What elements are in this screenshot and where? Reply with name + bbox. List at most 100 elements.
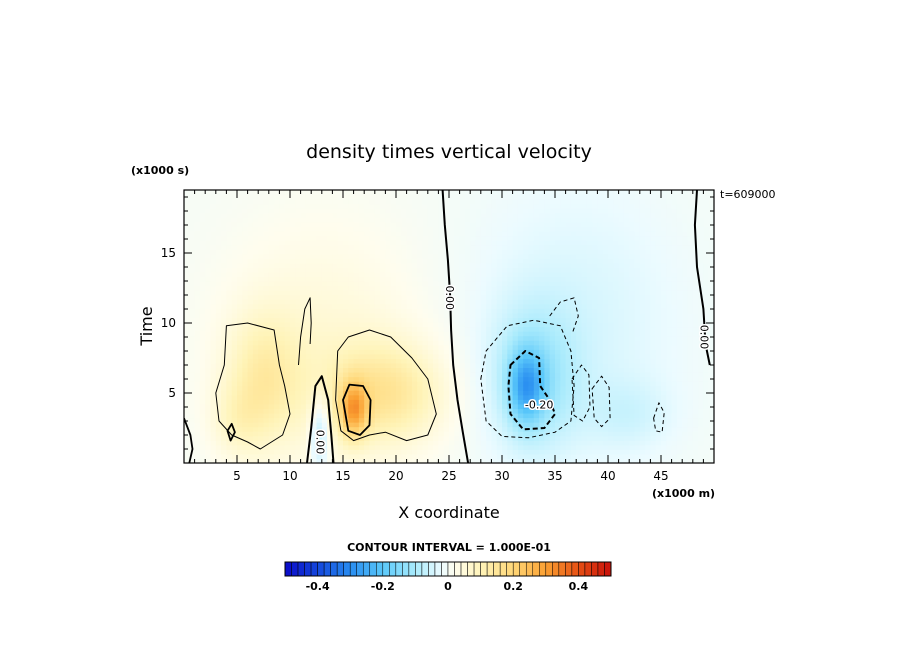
heatmap-cell (221, 385, 227, 391)
heatmap-cell (231, 381, 238, 387)
heatmap-cell (258, 435, 265, 441)
heatmap-cell (475, 408, 482, 414)
heatmap-cell (369, 240, 376, 246)
heatmap-cell (295, 190, 302, 196)
heatmap-cell (602, 340, 609, 346)
heatmap-cell (470, 290, 477, 296)
heatmap-cell (401, 321, 408, 328)
heatmap-cell (491, 403, 498, 409)
heatmap-cell (459, 381, 466, 387)
heatmap-cell (618, 271, 625, 278)
heatmap-cell (528, 281, 535, 287)
heatmap-cell (279, 362, 286, 369)
heatmap-cell (539, 321, 545, 328)
heatmap-cell (544, 367, 551, 373)
heatmap-cell (517, 226, 524, 232)
heatmap-cell (327, 253, 333, 259)
heatmap-cell (194, 194, 201, 200)
heatmap-cell (199, 344, 206, 350)
heatmap-cell (480, 449, 487, 455)
heatmap-cell (300, 340, 307, 346)
heatmap-cell (475, 208, 482, 214)
heatmap-cell (449, 226, 455, 232)
heatmap-cell (480, 358, 487, 364)
heatmap-cell (369, 440, 376, 446)
heatmap-cell (586, 431, 593, 437)
heatmap-cell (221, 281, 227, 287)
heatmap-cell (586, 335, 593, 341)
heatmap-cell (374, 408, 381, 414)
heatmap-cell (523, 240, 530, 246)
heatmap-cell (406, 453, 413, 460)
heatmap-cell (184, 240, 190, 246)
heatmap-cell (533, 417, 540, 423)
heatmap-cell (311, 431, 318, 437)
heatmap-cell (539, 426, 545, 432)
heatmap-cell (597, 340, 604, 346)
heatmap-cell (268, 258, 275, 264)
heatmap-cell (613, 303, 620, 309)
heatmap-cell (422, 376, 429, 382)
heatmap-cell (327, 208, 333, 214)
heatmap-cell (194, 449, 201, 455)
heatmap-cell (406, 253, 413, 259)
heatmap-cell (507, 417, 514, 423)
heatmap-cell (560, 281, 567, 287)
heatmap-cell (417, 253, 424, 259)
heatmap-cell (433, 321, 439, 328)
heatmap-cell (523, 253, 530, 259)
heatmap-cell (237, 321, 243, 328)
heatmap-cell (555, 299, 561, 305)
heatmap-cell (592, 453, 598, 460)
heatmap-cell (592, 417, 598, 423)
heatmap-cell (305, 208, 312, 214)
heatmap-cell (443, 199, 450, 205)
heatmap-cell (205, 285, 212, 291)
heatmap-cell (592, 281, 598, 287)
heatmap-cell (512, 217, 519, 223)
heatmap-cell (199, 390, 206, 396)
heatmap-cell (438, 235, 445, 241)
heatmap-cell (242, 412, 249, 419)
heatmap-cell (597, 308, 604, 314)
heatmap-cell (221, 394, 227, 400)
heatmap-cell (279, 281, 286, 287)
heatmap-cell (544, 440, 551, 446)
heatmap-cell (316, 390, 323, 396)
heatmap-cell (449, 271, 455, 278)
heatmap-cell (295, 408, 302, 414)
heatmap-cell (592, 358, 598, 364)
heatmap-cell (300, 240, 307, 246)
heatmap-cell (502, 203, 508, 209)
heatmap-cell (274, 399, 280, 405)
heatmap-cell (443, 399, 450, 405)
heatmap-cell (374, 253, 381, 259)
heatmap-cell (385, 453, 392, 460)
heatmap-cell (480, 267, 487, 273)
heatmap-cell (517, 249, 524, 255)
heatmap-cell (417, 422, 424, 428)
heatmap-cell (396, 317, 402, 323)
heatmap-cell (555, 258, 561, 264)
heatmap-cell (502, 385, 508, 391)
heatmap-cell (247, 458, 254, 463)
heatmap-cell (332, 262, 339, 268)
heatmap-cell (374, 344, 381, 350)
heatmap-cell (496, 449, 503, 455)
heatmap-cell (290, 349, 296, 355)
heatmap-cell (555, 408, 561, 414)
heatmap-cell (194, 335, 201, 341)
heatmap-cell (353, 249, 360, 255)
heatmap-cell (565, 230, 572, 237)
heatmap-cell (252, 367, 259, 373)
heatmap-cell (221, 244, 227, 250)
heatmap-cell (189, 240, 196, 246)
heatmap-cell (353, 253, 360, 259)
heatmap-cell (427, 340, 434, 346)
heatmap-cell (237, 226, 243, 232)
heatmap-cell (226, 240, 233, 246)
heatmap-cell (210, 422, 217, 428)
heatmap-cell (199, 212, 206, 218)
heatmap-cell (316, 331, 323, 337)
heatmap-cell (401, 362, 408, 369)
